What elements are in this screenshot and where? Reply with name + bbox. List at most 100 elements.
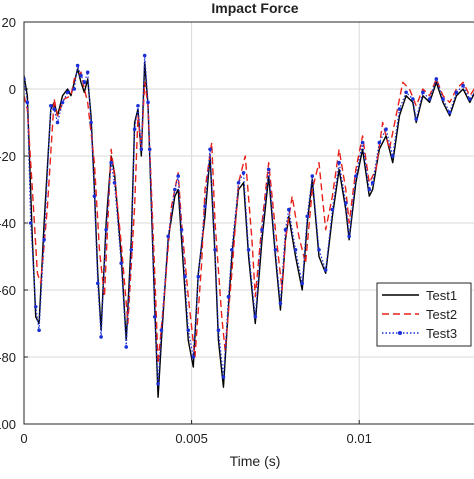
series-point-test3 — [72, 87, 77, 91]
series-point-test3 — [89, 120, 93, 125]
x-tick-label: 0 — [20, 431, 27, 446]
series-point-test3 — [173, 187, 177, 192]
series-point-test3 — [404, 90, 408, 95]
series-line-test2 — [24, 71, 474, 365]
legend-label-test1: Test1 — [426, 288, 457, 303]
series-point-test3 — [414, 117, 418, 121]
series-point-test3 — [337, 160, 341, 165]
series-point-test3 — [109, 160, 113, 165]
series-point-test3 — [397, 107, 402, 111]
series-point-test3 — [152, 315, 157, 319]
series-point-test3 — [37, 328, 41, 333]
series-point-test3 — [310, 174, 315, 178]
series-point-test3 — [216, 328, 221, 333]
series-point-test3 — [42, 237, 46, 242]
y-tick-label: -20 — [0, 149, 16, 164]
series-point-test3 — [60, 100, 65, 105]
series-point-test3 — [230, 248, 234, 252]
series-point-test3 — [85, 70, 90, 75]
x-axis-label: Time (s) — [230, 453, 281, 469]
grid-layer — [23, 21, 474, 425]
series-point-test3 — [82, 80, 87, 85]
series-point-test3 — [360, 140, 365, 145]
series-point-test3 — [323, 268, 328, 272]
series-point-test3 — [183, 274, 187, 279]
series-point-test3 — [347, 234, 351, 239]
legend-label-test3: Test3 — [426, 326, 457, 341]
series-point-test3 — [226, 294, 231, 299]
series-point-test3 — [287, 207, 291, 212]
x-tick-label: 0.005 — [175, 431, 208, 446]
series-point-test3 — [25, 100, 30, 105]
series-point-test3 — [124, 345, 129, 349]
series-point-test3 — [421, 90, 425, 95]
series-point-test3 — [49, 103, 53, 108]
series-point-test3 — [447, 110, 452, 115]
series-point-test3 — [176, 174, 180, 178]
series-point-test3 — [142, 53, 147, 58]
series-point-test3 — [317, 248, 321, 252]
series-point-test3 — [112, 181, 117, 185]
series-point-test3 — [191, 355, 196, 359]
series-point-test3 — [147, 147, 152, 152]
series-point-test3 — [293, 248, 298, 252]
legend-box — [376, 282, 472, 347]
series-point-test3 — [33, 304, 38, 309]
series-point-test3 — [283, 227, 288, 232]
series-point-test3 — [468, 97, 472, 101]
series-point-test3 — [461, 83, 465, 88]
series-point-test3 — [119, 261, 124, 266]
chart-title: Impact Force — [211, 0, 298, 16]
series-point-test3 — [186, 328, 191, 333]
series-point-test3 — [273, 248, 278, 252]
series-point-test3 — [95, 281, 100, 286]
legend-marker-test3 — [398, 331, 402, 335]
series-point-test3 — [146, 100, 150, 105]
legend-label-test2: Test2 — [426, 307, 457, 322]
y-tick-label: 20 — [2, 15, 16, 30]
series-point-test3 — [278, 301, 283, 306]
series-point-test3 — [99, 335, 103, 339]
series-point-test3 — [344, 201, 348, 205]
y-tick-label: -40 — [0, 216, 16, 231]
series-point-test3 — [196, 274, 201, 279]
series-point-test3 — [136, 103, 140, 108]
y-tick-label: -60 — [0, 283, 16, 298]
series-point-test3 — [260, 227, 264, 232]
series-point-test3 — [236, 181, 241, 185]
series-point-test3 — [79, 73, 83, 78]
series-line-test1 — [24, 61, 474, 398]
series-point-test3 — [65, 90, 70, 95]
series-point-test3 — [213, 248, 217, 252]
series-point-test3 — [367, 187, 372, 192]
series-point-test3 — [454, 90, 459, 95]
axis-layer: 0 0.005 0.01 20 0 -20 -40 -60 -80 -100 — [0, 15, 372, 446]
series-point-test3 — [241, 170, 246, 175]
series-point-test3 — [266, 167, 271, 172]
series-point-test3 — [75, 63, 80, 68]
series-point-test3 — [55, 120, 60, 125]
series-point-test3 — [156, 382, 160, 386]
series-point-test3 — [221, 375, 226, 379]
series-point-test3 — [427, 97, 432, 101]
series-point-test3 — [354, 174, 358, 178]
series-point-test3 — [129, 248, 134, 252]
series-point-test3 — [52, 107, 56, 111]
y-tick-label: -100 — [0, 417, 16, 432]
series-point-test3 — [139, 147, 144, 152]
series-point-test3 — [179, 227, 184, 232]
y-tick-label: -80 — [0, 350, 16, 365]
series-point-test3 — [300, 281, 305, 286]
series-point-test3 — [434, 77, 439, 81]
plot-frame — [23, 21, 474, 425]
series-point-test3 — [159, 328, 164, 333]
series-point-test3 — [203, 204, 207, 209]
series-point-test3 — [166, 234, 170, 239]
series-point-test3 — [253, 315, 258, 319]
series-point-test3 — [441, 97, 445, 101]
series-point-test3 — [384, 127, 388, 131]
series-point-test3 — [305, 214, 310, 219]
series-point-test3 — [370, 181, 375, 185]
series-point-test3 — [28, 221, 33, 225]
